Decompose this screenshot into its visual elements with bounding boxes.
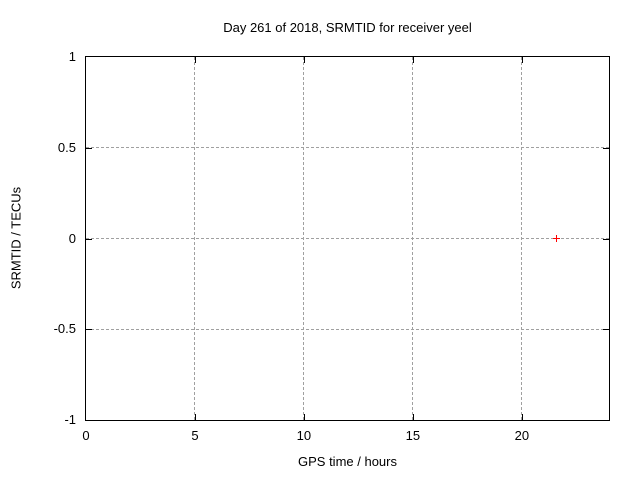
x-tick-mark [303,57,305,63]
y-tick-label: -1 [64,412,76,427]
x-tick-label: 15 [405,428,421,443]
grid-line-horizontal [86,147,609,149]
x-tick-mark [194,57,196,63]
x-tick-mark [521,57,523,63]
y-tick-mark [86,329,92,331]
y-tick-label: 0.5 [57,139,76,155]
y-tick-label: 0 [68,230,76,246]
y-tick-label: 1 [68,49,76,64]
plot-area [85,56,610,421]
y-tick-label: -0.5 [53,321,76,337]
x-tick-label: 0 [82,428,90,443]
x-tick-mark [521,414,523,420]
y-tick-mark [86,238,92,240]
x-tick-label: 10 [296,428,312,443]
y-tick-mark [86,147,92,149]
x-tick-mark [303,414,305,420]
grid-line-horizontal [86,238,609,239]
y-tick-mark [603,238,609,240]
y-tick-mark [603,147,609,149]
chart-title: Day 261 of 2018, SRMTID for receiver yee… [223,20,472,35]
x-tick-mark [412,57,414,63]
x-tick-mark [412,414,414,420]
x-tick-mark [194,414,196,420]
x-axis-label: GPS time / hours [298,454,397,469]
data-point-marker [556,235,558,242]
grid-line-horizontal [86,328,609,330]
y-tick-mark [603,329,609,331]
x-tick-label: 5 [191,428,199,443]
x-tick-label: 20 [514,428,530,443]
